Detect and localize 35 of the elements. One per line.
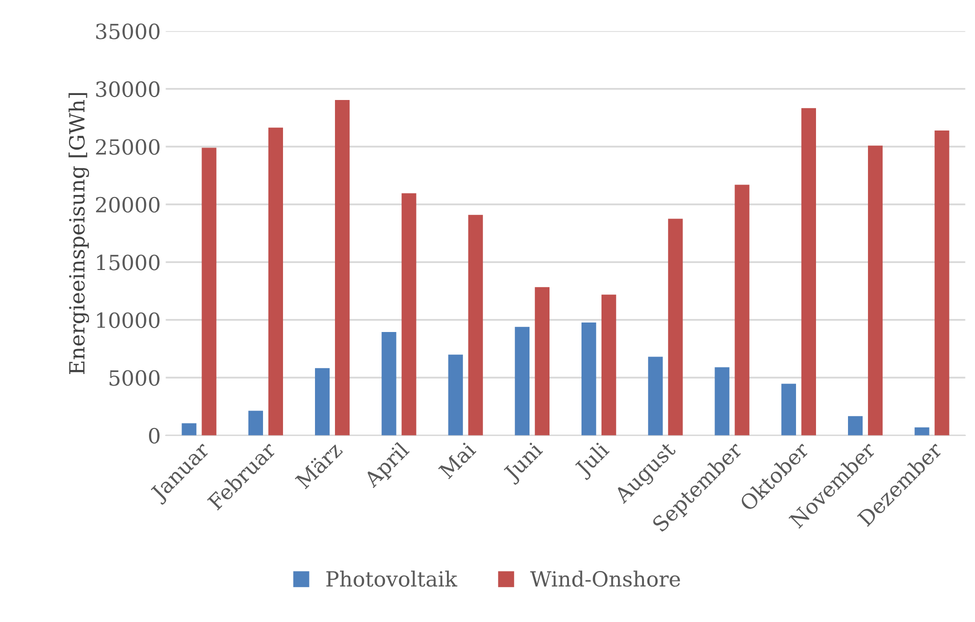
y-tick-label: 15000 <box>97 254 160 270</box>
bar <box>268 128 284 436</box>
bar <box>382 332 396 436</box>
bar <box>182 423 196 436</box>
bar <box>601 294 616 436</box>
bar <box>848 416 863 436</box>
y-tick-label: 10000 <box>97 312 160 328</box>
y-tick-label: 20000 <box>96 196 160 213</box>
bar <box>334 100 350 436</box>
bar <box>868 146 883 436</box>
bar <box>734 184 750 436</box>
bar <box>801 108 816 436</box>
y-tick-label: 30000 <box>96 81 160 98</box>
legend-label: Photovoltaik <box>326 570 458 587</box>
bar <box>914 427 930 436</box>
bar <box>314 368 330 436</box>
bar <box>514 326 530 436</box>
bar <box>202 148 216 436</box>
bar <box>248 410 264 436</box>
bar <box>781 384 796 436</box>
bar <box>668 218 683 436</box>
bar <box>468 214 483 436</box>
bar <box>448 354 463 436</box>
y-axis-title: Energieeinspeisung [GWh] <box>68 93 90 374</box>
y-tick-label: 0 <box>149 428 160 444</box>
y-tick-label: 25000 <box>96 139 160 155</box>
bar <box>402 193 416 436</box>
bar <box>581 322 596 436</box>
bar <box>714 367 730 436</box>
legend-label: Wind-Onshore <box>530 570 680 587</box>
bar <box>934 130 950 436</box>
y-tick-label: 5000 <box>110 370 160 386</box>
bar <box>534 287 550 436</box>
bar <box>648 356 663 436</box>
y-tick-label: 35000 <box>96 24 160 40</box>
